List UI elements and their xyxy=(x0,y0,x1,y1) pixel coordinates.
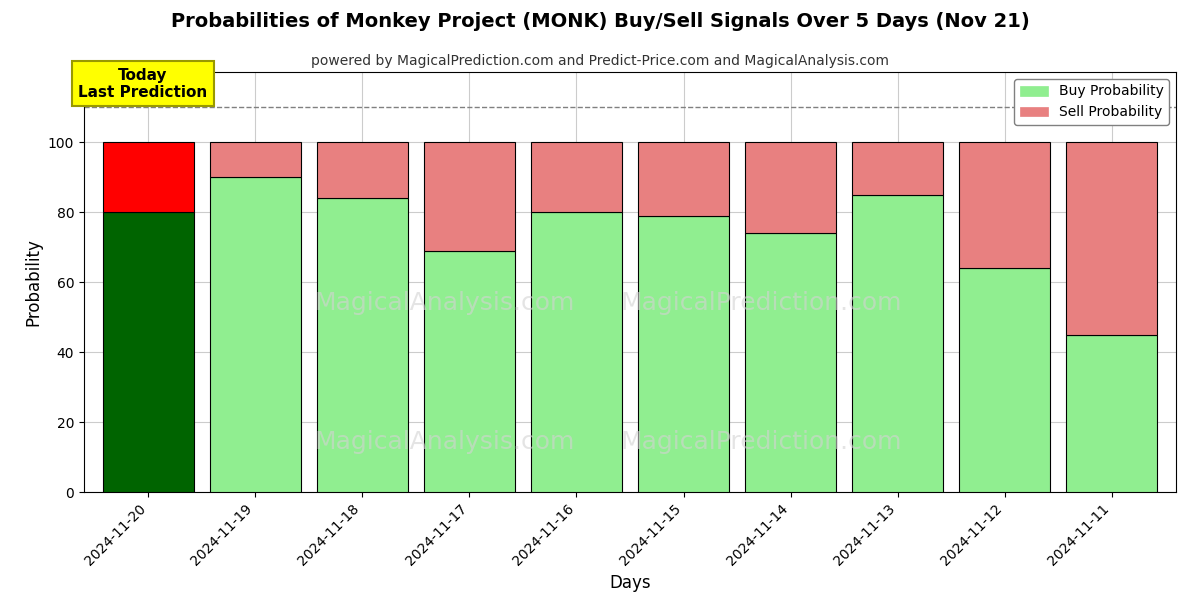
X-axis label: Days: Days xyxy=(610,574,650,592)
Bar xyxy=(745,233,836,492)
Text: Probabilities of Monkey Project (MONK) Buy/Sell Signals Over 5 Days (Nov 21): Probabilities of Monkey Project (MONK) B… xyxy=(170,12,1030,31)
Bar xyxy=(959,268,1050,492)
Bar xyxy=(638,142,730,215)
Bar xyxy=(424,142,515,251)
Bar xyxy=(852,142,943,194)
Bar xyxy=(317,142,408,198)
Bar xyxy=(210,142,301,177)
Bar xyxy=(1067,335,1157,492)
Bar xyxy=(1067,142,1157,335)
Text: MagicalPrediction.com: MagicalPrediction.com xyxy=(620,430,901,454)
Bar xyxy=(210,177,301,492)
Bar xyxy=(103,212,193,492)
Bar xyxy=(959,142,1050,268)
Bar xyxy=(852,194,943,492)
Text: powered by MagicalPrediction.com and Predict-Price.com and MagicalAnalysis.com: powered by MagicalPrediction.com and Pre… xyxy=(311,54,889,68)
Legend: Buy Probability, Sell Probability: Buy Probability, Sell Probability xyxy=(1014,79,1169,125)
Bar xyxy=(103,142,193,212)
Text: Today
Last Prediction: Today Last Prediction xyxy=(78,68,208,100)
Bar xyxy=(638,215,730,492)
Bar xyxy=(530,212,622,492)
Bar xyxy=(530,142,622,212)
Text: MagicalAnalysis.com: MagicalAnalysis.com xyxy=(314,430,575,454)
Text: MagicalPrediction.com: MagicalPrediction.com xyxy=(620,291,901,315)
Bar xyxy=(317,198,408,492)
Bar xyxy=(424,251,515,492)
Bar xyxy=(745,142,836,233)
Y-axis label: Probability: Probability xyxy=(24,238,42,326)
Text: MagicalAnalysis.com: MagicalAnalysis.com xyxy=(314,291,575,315)
